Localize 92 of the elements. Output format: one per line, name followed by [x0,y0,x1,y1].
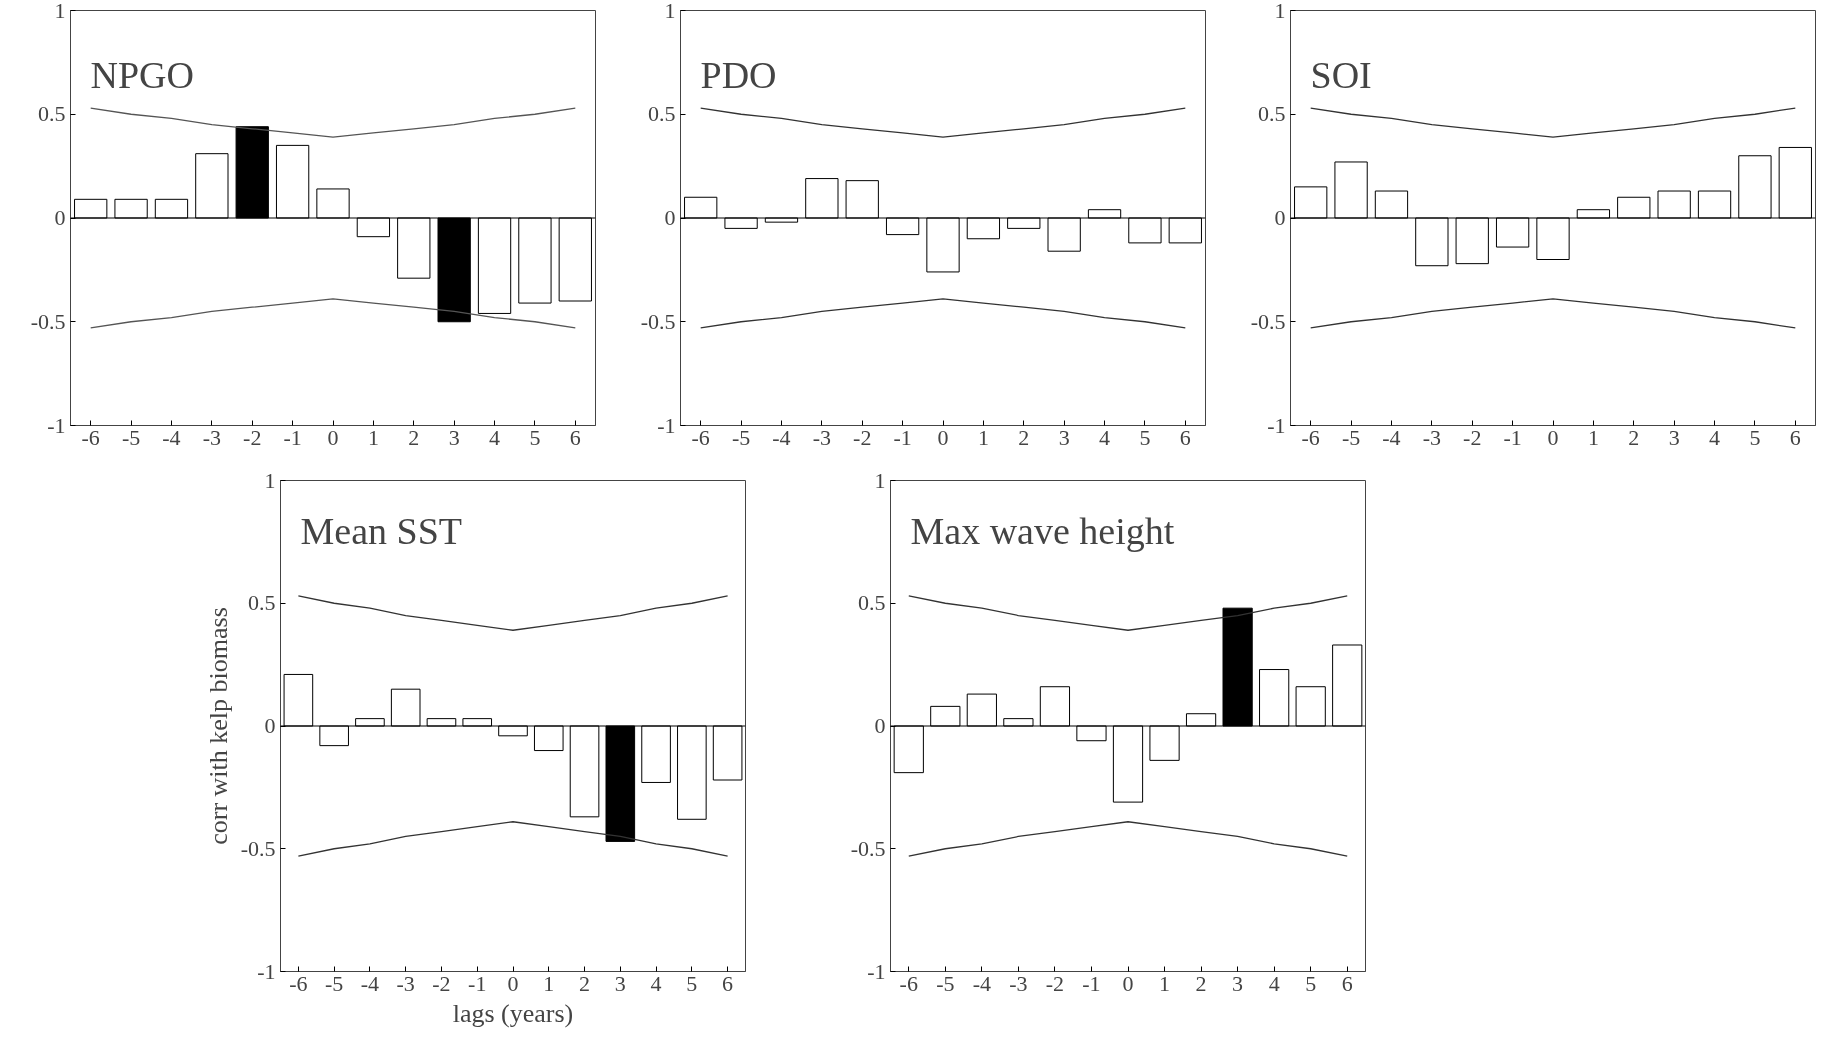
x-tick-label: -1 [1503,424,1522,450]
x-tick-label: -4 [360,970,380,996]
x-tick-label: -1 [893,424,912,450]
x-tick-label: 1 [367,424,379,450]
x-tick-label: 4 [1709,424,1721,450]
x-tick-label: -2 [1045,970,1065,996]
y-tick-label: -0.5 [850,835,886,861]
x-tick-label: -6 [899,970,918,996]
x-tick-label: -5 [121,424,141,450]
x-tick-label: 0 [1122,970,1134,996]
x-tick-label: 1 [977,424,989,450]
x-tick-label: -5 [324,970,344,996]
x-tick-label: 2 [1195,970,1207,996]
x-tick-label: 5 [1305,970,1317,996]
x-tick-label: -3 [396,970,415,996]
y-tick-label: 1 [874,467,886,493]
x-tick-label: -2 [243,424,262,450]
x-tick-label: 2 [1018,424,1030,450]
y-tick-label: -0.5 [640,308,676,334]
x-tick-label: 2 [1628,424,1640,450]
x-tick-label: -4 [1382,424,1401,450]
x-tick-label: 5 [1139,424,1151,450]
y-tick-label: 1 [664,0,676,23]
y-axis-title: corr with kelp biomass [203,607,233,845]
y-tick-label: 0.5 [858,590,886,616]
x-tick-label: 4 [1268,970,1280,996]
y-tick-label: 0.5 [648,101,676,127]
x-tick-label: 6 [1341,970,1353,996]
x-tick-label: -3 [1422,424,1442,450]
x-tick-label: -6 [691,424,710,450]
x-tick-label: 0 [937,424,949,450]
y-tick-label: 0.5 [1258,101,1286,127]
x-tick-label: -4 [972,970,992,996]
y-tick-label: 0 [874,713,886,738]
x-tick-label: -6 [1301,424,1320,450]
text: SOI [1310,53,1372,96]
x-tick-label: 3 [1668,424,1680,450]
x-tick-label: 0 [507,970,519,996]
x-tick-label: 4 [489,424,501,450]
x-tick-label: -5 [1341,424,1361,450]
y-tick-label: 0.5 [248,590,276,616]
y-tick-label: 1 [54,0,66,23]
x-tick-label: -2 [1463,424,1482,450]
y-tick-label: -0.5 [1250,308,1286,334]
x-tick-label: 5 [686,970,698,996]
x-tick-label: -3 [1009,970,1028,996]
y-tick-label: 0.5 [38,101,66,127]
x-tick-label: -6 [81,424,100,450]
y-tick-label: 0 [54,205,66,230]
x-axis-title: lags (years) [452,998,574,1028]
y-tick-label: 1 [264,467,276,493]
text: NPGO [90,53,194,96]
x-tick-label: -4 [162,424,181,450]
text: Max wave height [910,509,1175,552]
x-tick-label: -1 [468,970,487,996]
y-tick-label: 0 [1274,205,1286,230]
x-tick-label: -1 [283,424,302,450]
text: Mean SST [300,509,462,552]
y-tick-label: 0 [664,205,676,230]
x-tick-label: 5 [529,424,541,450]
x-tick-label: 0 [1547,424,1559,450]
x-tick-label: 5 [1749,424,1761,450]
x-tick-label: 1 [1159,970,1171,996]
x-tick-label: -2 [853,424,872,450]
x-tick-label: 3 [614,970,626,996]
y-tick-label: -0.5 [30,308,66,334]
text: PDO [700,53,777,96]
x-tick-label: -5 [936,970,955,996]
y-tick-label: -0.5 [240,835,276,861]
x-tick-label: 1 [543,970,555,996]
x-tick-label: -3 [812,424,832,450]
x-tick-label: 1 [1587,424,1599,450]
x-tick-label: 6 [1179,424,1191,450]
x-tick-label: 4 [1099,424,1111,450]
x-tick-label: 3 [1232,970,1244,996]
x-tick-label: -2 [432,970,451,996]
x-tick-label: 4 [650,970,662,996]
x-tick-label: 6 [722,970,734,996]
x-tick-label: 6 [569,424,581,450]
x-tick-label: 3 [1058,424,1070,450]
x-tick-label: -6 [289,970,308,996]
x-tick-label: 3 [448,424,460,450]
x-tick-label: -5 [731,424,751,450]
x-tick-label: -4 [772,424,791,450]
y-tick-label: 0 [264,713,276,738]
x-tick-label: 6 [1789,424,1801,450]
x-tick-label: 2 [408,424,420,450]
x-tick-label: 2 [579,970,591,996]
x-tick-label: -3 [202,424,222,450]
y-tick-label: 1 [1274,0,1286,23]
x-tick-label: 0 [327,424,339,450]
x-tick-label: -1 [1082,970,1101,996]
